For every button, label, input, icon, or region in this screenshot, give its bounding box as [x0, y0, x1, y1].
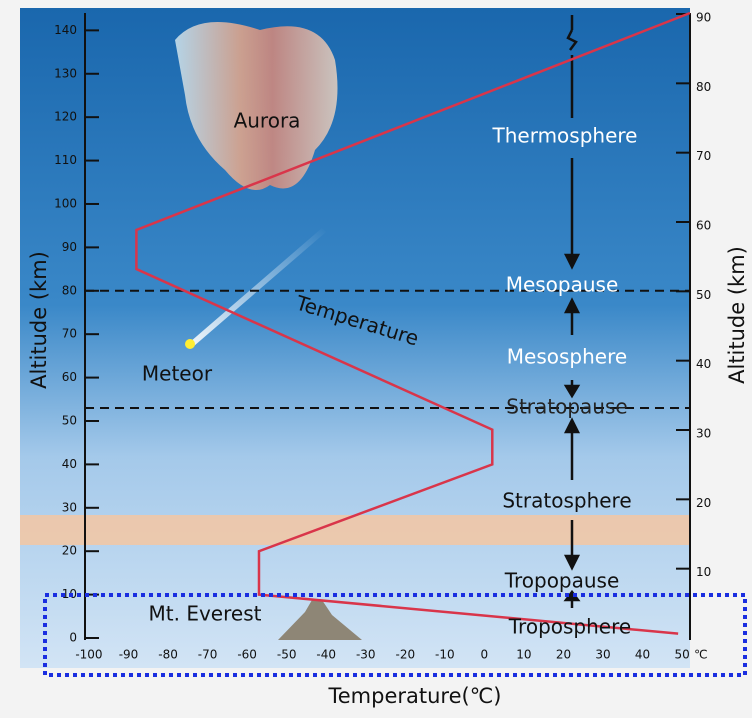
x-tick-label: 30: [595, 648, 610, 662]
x-tick-label: 50: [674, 648, 689, 662]
x-tick-label: 20: [556, 648, 571, 662]
y2-tick-label: 90: [696, 11, 711, 25]
y-tick-label: 130: [54, 66, 77, 80]
y2-tick-label: 20: [696, 496, 711, 510]
y2-tick-label: 50: [696, 288, 711, 302]
y-tick-label: 90: [62, 240, 77, 254]
annotation: Stratosphere: [502, 489, 631, 513]
x-unit: ℃: [694, 648, 707, 662]
annotation: Aurora: [234, 109, 301, 133]
y2-tick-label: 60: [696, 219, 711, 233]
y-tick-label: 30: [62, 500, 77, 514]
y-tick-label: 80: [62, 283, 77, 297]
y-tick-label: 70: [62, 327, 77, 341]
y2-tick-label: 40: [696, 357, 711, 371]
y2-tick-label: 10: [696, 565, 711, 579]
x-tick-label: -30: [356, 648, 376, 662]
x-tick-label: -90: [119, 648, 139, 662]
x-axis-label: Temperature(℃): [328, 684, 502, 708]
x-tick-label: -20: [395, 648, 415, 662]
x-tick-label: -10: [435, 648, 455, 662]
annotation: Thermosphere: [492, 124, 638, 148]
y-tick-label: 140: [54, 23, 77, 37]
x-tick-label: -40: [316, 648, 336, 662]
ozone-band: [20, 515, 690, 545]
y-tick-label: 40: [62, 457, 77, 471]
x-tick-label: 10: [516, 648, 531, 662]
annotation: Mesosphere: [507, 345, 627, 369]
x-tick-label: -100: [75, 648, 102, 662]
y-tick-label: 100: [54, 196, 77, 210]
annotation: Meteor: [142, 362, 213, 386]
y2-tick-label: 30: [696, 427, 711, 441]
y2-tick-label: 70: [696, 149, 711, 163]
meteor: [185, 339, 195, 349]
y-tick-label: 50: [62, 413, 77, 427]
x-tick-label: 40: [635, 648, 650, 662]
x-tick-label: -70: [198, 648, 218, 662]
annotation: Troposphere: [508, 615, 631, 639]
y-tick-label: 120: [54, 110, 77, 124]
annotation: Mt. Everest: [149, 602, 262, 626]
y-tick-label: 0: [69, 631, 77, 645]
x-tick-label: 0: [481, 648, 489, 662]
y2-tick-label: 80: [696, 80, 711, 94]
x-tick-label: -80: [158, 648, 178, 662]
annotation: Mesopause: [506, 273, 619, 297]
annotation: Tropopause: [504, 569, 620, 593]
x-tick-label: -60: [237, 648, 257, 662]
y2-axis-label: Altitude (km): [725, 246, 749, 384]
y-tick-label: 20: [62, 544, 77, 558]
y-tick-label: 60: [62, 370, 77, 384]
x-tick-label: -50: [277, 648, 297, 662]
y-tick-label: 110: [54, 153, 77, 167]
y-axis-label: Altitude (km): [27, 251, 51, 389]
chart: Altitude (km) Altitude (km) Temperature(…: [0, 0, 752, 718]
annotation: Stratopause: [506, 395, 627, 419]
